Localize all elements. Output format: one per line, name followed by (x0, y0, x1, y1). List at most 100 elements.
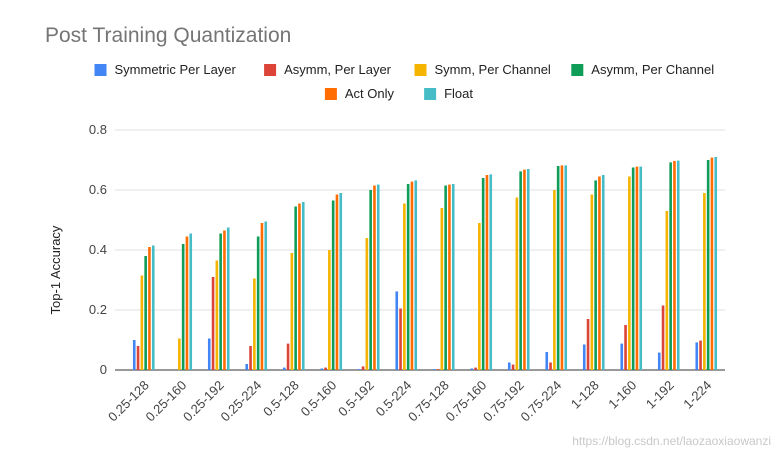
x-tick-label: 1-224 (680, 378, 714, 412)
bar (582, 344, 586, 370)
bar (406, 184, 410, 370)
legend-label: Symmetric Per Layer (115, 62, 237, 77)
bar (373, 185, 376, 370)
x-tick-label: 0.5-192 (335, 378, 377, 420)
bar (673, 160, 676, 370)
bar (560, 165, 564, 370)
bar (151, 245, 155, 370)
bar (207, 338, 211, 370)
x-tick-label: 1-160 (605, 378, 639, 412)
bar (181, 244, 185, 370)
bar (556, 166, 560, 370)
bar (328, 250, 331, 370)
bar (511, 364, 515, 370)
bar (369, 190, 372, 370)
bar (635, 166, 639, 370)
y-axis-label: Top-1 Accuracy (48, 225, 63, 314)
legend: Symmetric Per Layer Asymm, Per Layer Symm,… (94, 62, 714, 101)
bar (669, 162, 672, 370)
bar (481, 178, 485, 370)
legend-label: Float (444, 86, 473, 101)
legend-swatch (94, 64, 107, 76)
bar (485, 175, 489, 370)
legend-swatch (264, 64, 277, 76)
bar (714, 157, 718, 370)
bar (132, 340, 136, 370)
bar (301, 202, 305, 370)
y-tick-label: 0.8 (89, 122, 107, 137)
bar (695, 342, 699, 370)
bar (357, 369, 361, 370)
y-tick-label: 0 (100, 362, 107, 377)
bar (223, 230, 226, 370)
x-tick-label: 0.5-128 (260, 378, 302, 420)
bar (526, 169, 530, 370)
bar (361, 366, 365, 370)
bar (286, 343, 290, 370)
bar (148, 247, 151, 370)
bar (282, 367, 286, 370)
x-tick-label: 1-192 (643, 378, 677, 412)
bar (699, 340, 702, 370)
bar (598, 176, 601, 370)
bar (676, 160, 680, 370)
bar (365, 238, 369, 370)
bar (657, 352, 661, 370)
legend-label: Symm, Per Channel (435, 62, 551, 77)
bar (706, 160, 710, 370)
bar (564, 165, 568, 370)
bar (470, 368, 474, 370)
bar (403, 203, 406, 370)
bar (451, 184, 455, 370)
x-tick-label: 0.75-224 (517, 378, 564, 425)
legend-swatch (571, 64, 584, 76)
bar (519, 171, 522, 370)
x-tick-label: 0.25-224 (217, 378, 264, 425)
bar (553, 190, 556, 370)
bar (665, 211, 669, 370)
bar (140, 275, 144, 370)
y-tick-label: 0.4 (89, 242, 107, 257)
bar (586, 319, 590, 370)
legend-label: Asymm, Per Layer (284, 62, 392, 77)
bar (590, 194, 594, 370)
bar (185, 236, 189, 370)
bar (226, 227, 230, 370)
bar (432, 369, 436, 370)
bar (219, 233, 222, 370)
legend-swatch (414, 64, 427, 76)
bar (436, 369, 440, 370)
bar (264, 221, 268, 370)
bar (298, 203, 301, 370)
bar (339, 193, 343, 370)
bar (515, 197, 519, 370)
bar (410, 181, 414, 370)
bar (256, 236, 260, 370)
bar (399, 308, 402, 370)
bar (245, 364, 249, 370)
bar (594, 180, 597, 370)
bar (549, 362, 552, 370)
bar (331, 200, 335, 370)
bar (474, 367, 477, 370)
bar (414, 180, 418, 370)
bar (324, 367, 327, 370)
y-axis-ticks: 0 0.2 0.4 0.6 0.8 (89, 122, 107, 377)
bar (478, 223, 481, 370)
bar (440, 208, 444, 370)
bar (215, 260, 219, 370)
bar (489, 174, 493, 370)
bar (136, 346, 140, 370)
x-tick-label: 1-128 (568, 378, 602, 412)
bar (294, 206, 297, 370)
bar (211, 277, 215, 370)
bar (320, 368, 324, 370)
legend-label: Asymm, Per Channel (591, 62, 714, 77)
watermark: https://blog.csdn.net/laozaoxiaowanzi (572, 434, 771, 448)
legend-swatch (424, 88, 437, 100)
bar (620, 343, 624, 370)
bar (631, 167, 635, 370)
bar (523, 169, 526, 370)
bar (260, 223, 264, 370)
